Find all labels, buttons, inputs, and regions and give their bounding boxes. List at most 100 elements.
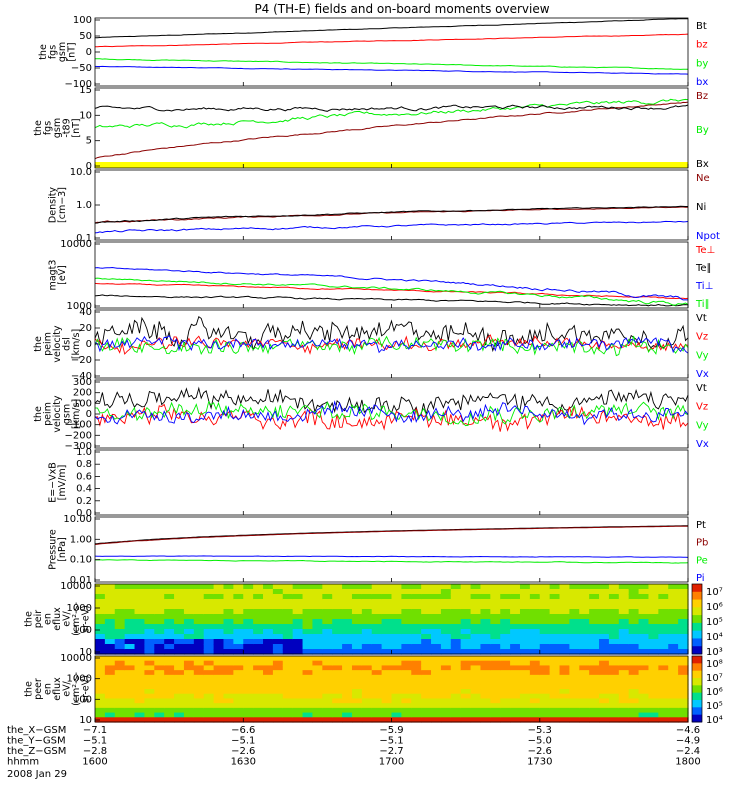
heatmap-cell xyxy=(529,656,541,662)
heatmap-cell xyxy=(351,674,363,681)
heatmap-cell xyxy=(431,679,442,685)
heatmap-cell xyxy=(272,689,284,695)
heatmap-cell xyxy=(144,584,155,590)
heatmap-cell xyxy=(95,634,106,640)
heatmap-cell xyxy=(480,665,491,671)
heatmap-cell xyxy=(203,599,215,605)
heatmap-cell xyxy=(450,604,462,610)
heatmap-cell xyxy=(500,703,511,709)
series-line-Ti⊥ xyxy=(94,266,688,301)
series-line-Pt xyxy=(94,525,688,545)
heatmap-cell xyxy=(500,660,511,667)
legend-label: Pi xyxy=(696,573,705,584)
heatmap-cell xyxy=(95,693,106,700)
heatmap-cell xyxy=(401,644,412,650)
heatmap-cell xyxy=(549,698,561,704)
heatmap-cell xyxy=(608,712,620,718)
heatmap-cell xyxy=(589,599,600,605)
heatmap-cell xyxy=(282,624,294,630)
heatmap-cell xyxy=(144,614,155,620)
heatmap-cell xyxy=(272,674,284,681)
heatmap-cell xyxy=(460,689,472,695)
heatmap-cell xyxy=(411,660,422,667)
heatmap-cell xyxy=(510,703,521,709)
heatmap-cell xyxy=(322,649,333,655)
heatmap-cell xyxy=(193,619,205,625)
heatmap-cell xyxy=(668,703,679,709)
heatmap-cell xyxy=(440,584,452,590)
heatmap-cell xyxy=(529,644,541,650)
panel-frame xyxy=(94,87,689,169)
heatmap-cell xyxy=(183,670,195,676)
heatmap-cell xyxy=(381,656,393,662)
heatmap-cell xyxy=(391,707,402,714)
heatmap-cell xyxy=(440,670,452,676)
heatmap-cell xyxy=(253,679,264,685)
heatmap-cell xyxy=(401,656,412,662)
heatmap-cell xyxy=(421,689,432,695)
heatmap-cell xyxy=(658,649,669,655)
heatmap-cell xyxy=(203,679,215,685)
heatmap-cell xyxy=(302,644,314,650)
heatmap-cell xyxy=(638,707,650,714)
heatmap-cell xyxy=(490,639,501,645)
heatmap-cell xyxy=(401,624,412,630)
heatmap-cell xyxy=(411,703,422,709)
x-row-value: −5.9 xyxy=(379,725,403,736)
heatmap-cell xyxy=(519,609,531,615)
heatmap-cell xyxy=(164,599,175,605)
heatmap-cell xyxy=(460,665,472,671)
heatmap-cell xyxy=(460,594,472,600)
heatmap-cell xyxy=(124,589,136,595)
heatmap-cell xyxy=(371,707,383,714)
heatmap-cell xyxy=(243,649,254,655)
heatmap-cell xyxy=(95,604,106,610)
series-line-Ni xyxy=(94,205,688,224)
heatmap-cell xyxy=(579,674,590,681)
heatmap-cell xyxy=(668,594,679,600)
y-tick-label: 100 xyxy=(73,694,92,705)
heatmap-cell xyxy=(342,660,353,667)
heatmap-cell xyxy=(519,649,531,655)
heatmap-cell xyxy=(500,604,511,610)
heatmap-cell xyxy=(302,707,314,714)
heatmap-cell xyxy=(282,609,294,615)
heatmap-cell xyxy=(124,634,136,640)
heatmap-cell xyxy=(213,629,225,635)
y-axis-label: Pressure xyxy=(47,529,58,570)
heatmap-cell xyxy=(233,656,244,662)
heatmap-cell xyxy=(460,589,472,595)
heatmap-cell xyxy=(183,599,195,605)
heatmap-cell xyxy=(233,660,244,667)
heatmap-cell xyxy=(371,679,383,685)
heatmap-cell xyxy=(638,594,650,600)
heatmap-cell xyxy=(500,693,511,700)
heatmap-cell xyxy=(95,639,106,645)
heatmap-cell xyxy=(381,644,393,650)
heatmap-cell xyxy=(213,644,225,650)
heatmap-cell xyxy=(529,660,541,667)
heatmap-cell xyxy=(134,644,146,650)
heatmap-cell xyxy=(164,644,175,650)
heatmap-cell xyxy=(431,594,442,600)
heatmap-cell xyxy=(213,594,225,600)
heatmap-cell xyxy=(401,717,412,723)
heatmap-cell xyxy=(608,589,620,595)
heatmap-cell xyxy=(223,634,234,640)
heatmap-cell xyxy=(104,693,116,700)
heatmap-cell xyxy=(272,703,284,709)
heatmap-cell xyxy=(618,644,630,650)
heatmap-cell xyxy=(589,660,600,667)
heatmap-cell xyxy=(302,649,314,655)
y-tick-label: 10.0 xyxy=(70,167,92,178)
heatmap-cell xyxy=(183,584,195,590)
heatmap-cell xyxy=(391,665,402,671)
heatmap-cell xyxy=(253,584,264,590)
heatmap-cell xyxy=(589,614,600,620)
x-row-value: 1800 xyxy=(675,757,700,768)
heatmap-cell xyxy=(480,604,491,610)
heatmap-cell xyxy=(549,584,561,590)
legend-label: Npot xyxy=(696,231,720,242)
heatmap-cell xyxy=(371,665,383,671)
heatmap-cell xyxy=(460,614,472,620)
